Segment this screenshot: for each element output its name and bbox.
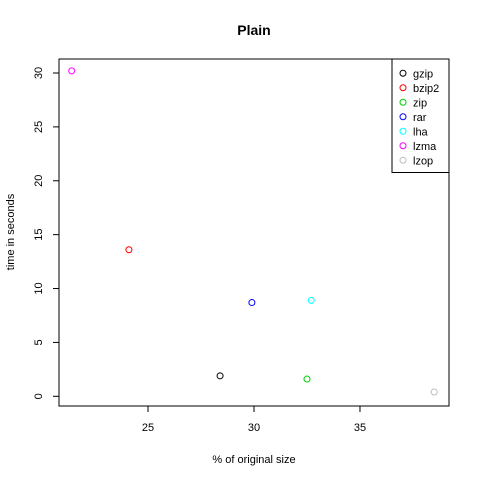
legend-label-bzip2: bzip2 [413, 83, 439, 95]
point-lzma [68, 67, 76, 75]
x-axis: 25 30 35 [142, 406, 366, 434]
legend-label-lzop: lzop [413, 155, 433, 167]
y-tick-label: 20 [33, 175, 45, 187]
x-tick-label: 35 [354, 422, 366, 434]
legend-label-zip: zip [413, 97, 427, 109]
legend-marker-lzma [399, 142, 407, 150]
y-tick-label: 25 [33, 121, 45, 133]
point-lha [307, 296, 315, 304]
y-tick-label: 30 [33, 67, 45, 79]
y-tick-label: 0 [33, 393, 45, 399]
point-gzip [216, 372, 224, 380]
point-zip [303, 375, 311, 383]
x-tick-label: 25 [142, 422, 154, 434]
y-tick-label: 15 [33, 229, 45, 241]
chart-title: Plain [237, 22, 270, 38]
y-tick-label: 5 [33, 339, 45, 345]
legend-label-lha: lha [413, 126, 429, 138]
legend: gzip bzip2 zip rar lha lzma lzop [391, 58, 450, 173]
legend-label-lzma: lzma [413, 141, 437, 153]
legend-label-rar: rar [413, 112, 427, 124]
legend-marker-zip [399, 98, 407, 106]
legend-marker-lzop [399, 156, 407, 164]
data-points [68, 67, 438, 396]
point-bzip2 [125, 246, 133, 254]
plot-frame [58, 58, 450, 407]
x-tick-label: 30 [248, 422, 260, 434]
point-lzop [430, 388, 438, 396]
legend-label-gzip: gzip [413, 68, 433, 80]
point-rar [248, 299, 256, 307]
legend-marker-rar [399, 113, 407, 121]
y-tick-label: 10 [33, 282, 45, 294]
legend-marker-gzip [399, 69, 407, 77]
x-axis-label: % of original size [212, 454, 295, 466]
y-axis-label: time in seconds [5, 193, 17, 270]
y-axis: 0 5 10 15 20 25 30 [33, 67, 59, 399]
legend-marker-bzip2 [399, 84, 407, 92]
legend-marker-lha [399, 127, 407, 135]
legend-box [391, 58, 450, 173]
